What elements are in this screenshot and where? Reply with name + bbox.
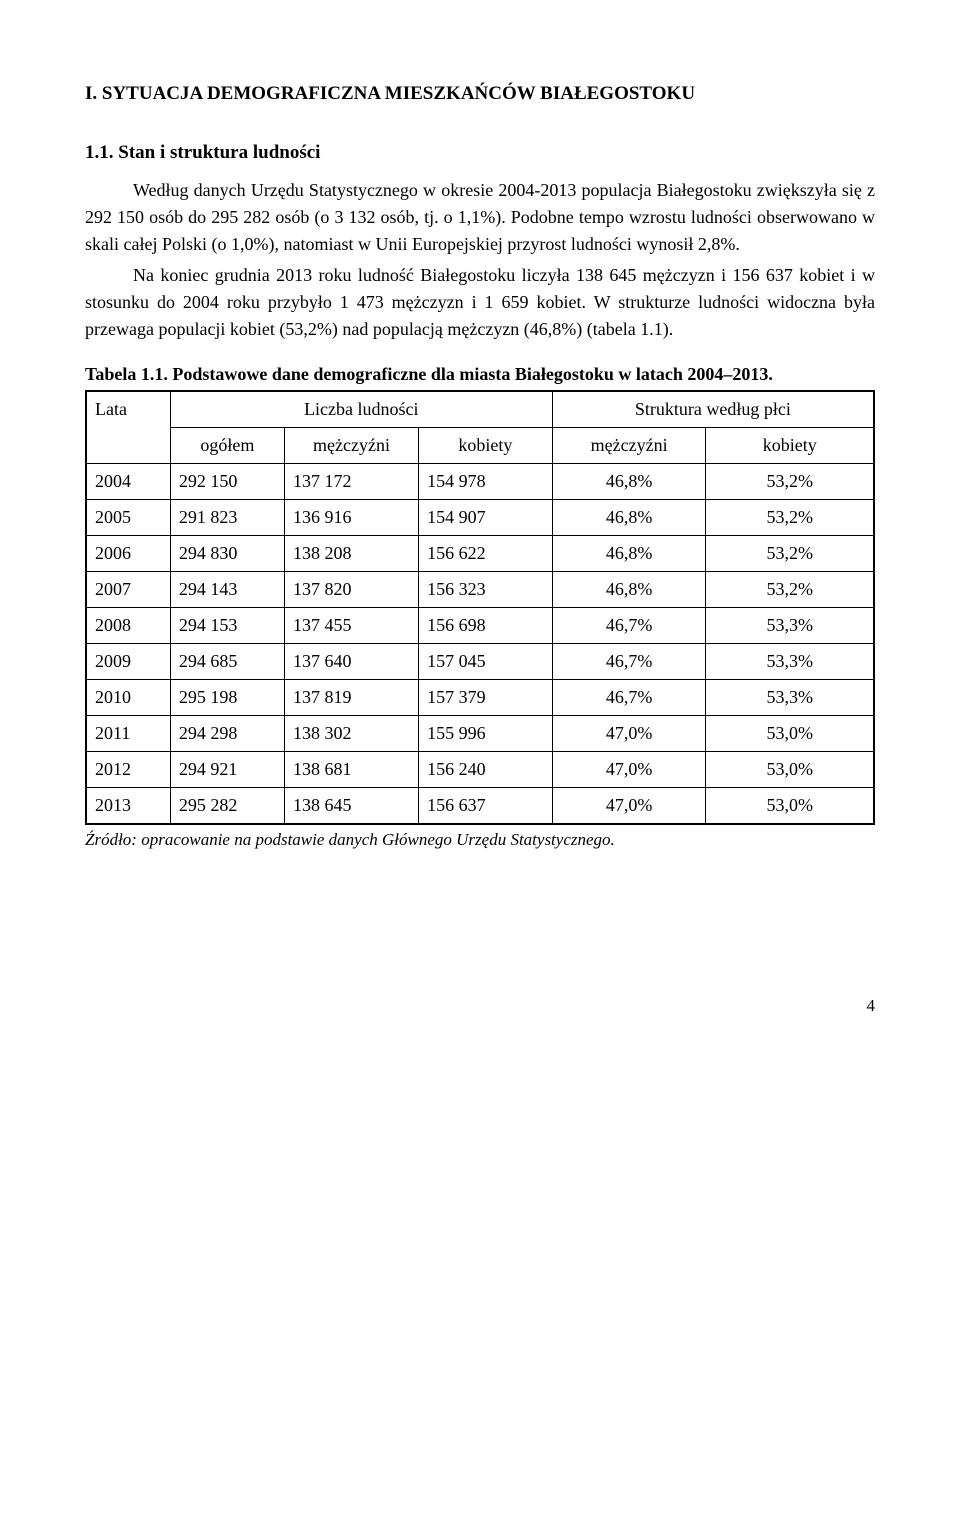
- table-row: 2012294 921138 681156 24047,0%53,0%: [86, 752, 874, 788]
- table-cell: Lata: [86, 391, 170, 464]
- table-row: 2013295 282138 645156 63747,0%53,0%: [86, 788, 874, 825]
- table-cell: 53,3%: [706, 644, 874, 680]
- table-cell: 2011: [86, 716, 170, 752]
- table-cell: 47,0%: [552, 788, 706, 825]
- table-cell: 47,0%: [552, 752, 706, 788]
- paragraph-1: Według danych Urzędu Statystycznego w ok…: [85, 177, 875, 258]
- table-cell: 47,0%: [552, 716, 706, 752]
- table-cell: 46,7%: [552, 608, 706, 644]
- table-cell: 46,8%: [552, 500, 706, 536]
- table-cell: 295 198: [170, 680, 284, 716]
- table-cell: kobiety: [706, 428, 874, 464]
- table-cell: 53,2%: [706, 572, 874, 608]
- table-cell: 137 172: [284, 464, 418, 500]
- table-row: 2007294 143137 820156 32346,8%53,2%: [86, 572, 874, 608]
- table-cell: 2010: [86, 680, 170, 716]
- table-cell: 53,0%: [706, 788, 874, 825]
- table-cell: 294 153: [170, 608, 284, 644]
- table-cell: Liczba ludności: [170, 391, 552, 428]
- table-cell: 53,2%: [706, 464, 874, 500]
- table-cell: 2007: [86, 572, 170, 608]
- table-header-row: ogółemmężczyźnikobietymężczyźnikobiety: [86, 428, 874, 464]
- subsection-heading: 1.1. Stan i struktura ludności: [85, 139, 875, 168]
- table-row: 2009294 685137 640157 04546,7%53,3%: [86, 644, 874, 680]
- table-cell: 156 637: [419, 788, 553, 825]
- table-cell: 137 819: [284, 680, 418, 716]
- table-cell: 156 698: [419, 608, 553, 644]
- table-cell: 294 143: [170, 572, 284, 608]
- table-cell: 46,8%: [552, 536, 706, 572]
- table-cell: 2005: [86, 500, 170, 536]
- table-header-row: LataLiczba ludnościStruktura według płci: [86, 391, 874, 428]
- table-cell: 156 240: [419, 752, 553, 788]
- table-cell: 155 996: [419, 716, 553, 752]
- table-cell: 137 640: [284, 644, 418, 680]
- table-cell: 53,2%: [706, 536, 874, 572]
- table-cell: kobiety: [419, 428, 553, 464]
- table-cell: 157 045: [419, 644, 553, 680]
- table-cell: 154 907: [419, 500, 553, 536]
- table-cell: 2008: [86, 608, 170, 644]
- table-cell: 53,2%: [706, 500, 874, 536]
- table-cell: 2006: [86, 536, 170, 572]
- table-row: 2006294 830138 208156 62246,8%53,2%: [86, 536, 874, 572]
- table-row: 2004292 150137 172154 97846,8%53,2%: [86, 464, 874, 500]
- table-cell: 154 978: [419, 464, 553, 500]
- table-cell: 157 379: [419, 680, 553, 716]
- table-cell: 53,3%: [706, 680, 874, 716]
- table-cell: 137 820: [284, 572, 418, 608]
- table-cell: 292 150: [170, 464, 284, 500]
- section-heading: I. SYTUACJA DEMOGRAFICZNA MIESZKAŃCÓW BI…: [85, 80, 875, 109]
- table-cell: Struktura według płci: [552, 391, 874, 428]
- table-cell: ogółem: [170, 428, 284, 464]
- table-row: 2011294 298138 302155 99647,0%53,0%: [86, 716, 874, 752]
- table-cell: 2009: [86, 644, 170, 680]
- table-row: 2010295 198137 819157 37946,7%53,3%: [86, 680, 874, 716]
- table-cell: 294 921: [170, 752, 284, 788]
- table-cell: 2012: [86, 752, 170, 788]
- table-cell: 138 645: [284, 788, 418, 825]
- table-cell: 156 323: [419, 572, 553, 608]
- table-cell: mężczyźni: [284, 428, 418, 464]
- table-cell: 46,7%: [552, 644, 706, 680]
- table-cell: 46,7%: [552, 680, 706, 716]
- table-cell: 156 622: [419, 536, 553, 572]
- table-source-note: Źródło: opracowanie na podstawie danych …: [85, 827, 875, 853]
- table-cell: 138 302: [284, 716, 418, 752]
- table-cell: 53,3%: [706, 608, 874, 644]
- table-cell: 137 455: [284, 608, 418, 644]
- table-caption: Tabela 1.1. Podstawowe dane demograficzn…: [85, 361, 875, 388]
- demographics-table: LataLiczba ludnościStruktura według płci…: [85, 390, 875, 825]
- table-cell: 294 298: [170, 716, 284, 752]
- table-cell: 138 208: [284, 536, 418, 572]
- table-cell: 291 823: [170, 500, 284, 536]
- table-cell: 53,0%: [706, 716, 874, 752]
- table-cell: 294 685: [170, 644, 284, 680]
- paragraph-2: Na koniec grudnia 2013 roku ludność Biał…: [85, 262, 875, 343]
- table-cell: 2013: [86, 788, 170, 825]
- table-cell: 53,0%: [706, 752, 874, 788]
- table-cell: 295 282: [170, 788, 284, 825]
- table-row: 2005291 823136 916154 90746,8%53,2%: [86, 500, 874, 536]
- page-number: 4: [85, 993, 875, 1019]
- table-cell: 294 830: [170, 536, 284, 572]
- table-row: 2008294 153137 455156 69846,7%53,3%: [86, 608, 874, 644]
- table-cell: 2004: [86, 464, 170, 500]
- table-cell: mężczyźni: [552, 428, 706, 464]
- table-cell: 138 681: [284, 752, 418, 788]
- table-cell: 136 916: [284, 500, 418, 536]
- table-cell: 46,8%: [552, 572, 706, 608]
- table-cell: 46,8%: [552, 464, 706, 500]
